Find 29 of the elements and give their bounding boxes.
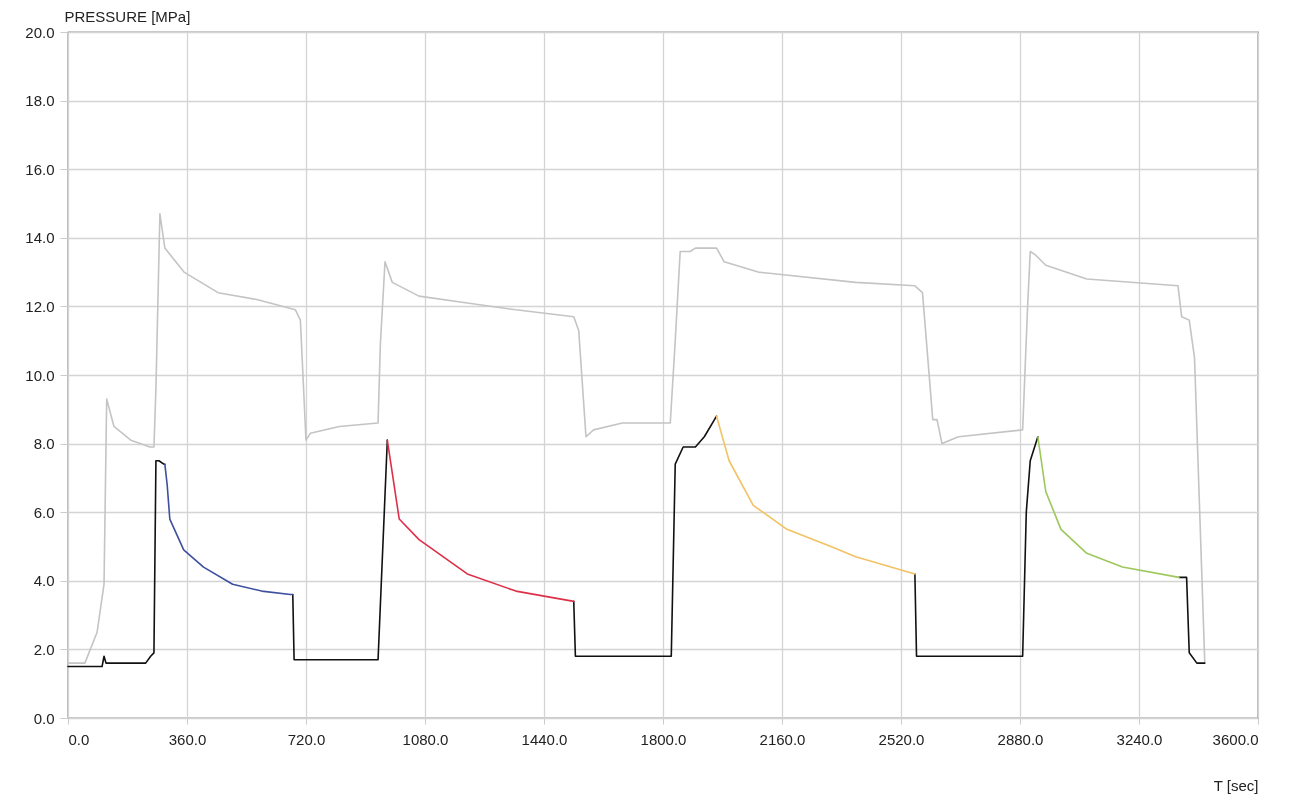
y-tick-label: 2.0 (33, 640, 55, 658)
y-tick-label: 14.0 (25, 229, 55, 247)
x-tick-label: 2160.0 (759, 730, 806, 748)
y-tick-label: 20.0 (25, 23, 55, 41)
line-series (386, 439, 575, 603)
line-series (715, 415, 916, 575)
y-tick-label: 0.0 (33, 709, 55, 727)
x-tick-label: 360.0 (168, 730, 207, 748)
line-series (1037, 435, 1180, 579)
x-tick-label: 3600.0 (1212, 730, 1259, 748)
y-tick-label: 16.0 (25, 160, 55, 178)
x-tick-label: 2520.0 (878, 730, 925, 748)
x-tick-label: 3240.0 (1116, 730, 1163, 748)
y-tick-label: 8.0 (33, 435, 55, 453)
line-series (67, 212, 1206, 664)
y-tick-label: 4.0 (33, 572, 55, 590)
x-tick-label: 0.0 (68, 730, 90, 748)
y-tick-label: 6.0 (33, 503, 55, 521)
y-tick-label: 18.0 (25, 92, 55, 110)
y-tick-label: 12.0 (25, 297, 55, 315)
x-tick-label: 1440.0 (521, 730, 568, 748)
x-axis-title: T [sec] (1213, 776, 1259, 794)
x-tick-label: 1080.0 (402, 730, 449, 748)
y-axis-title: PRESSURE [MPa] (64, 7, 191, 25)
x-tick-label: 2880.0 (997, 730, 1044, 748)
y-tick-label: 10.0 (25, 366, 55, 384)
line-series (164, 463, 294, 596)
x-tick-label: 1800.0 (640, 730, 687, 748)
x-tick-label: 720.0 (287, 730, 326, 748)
